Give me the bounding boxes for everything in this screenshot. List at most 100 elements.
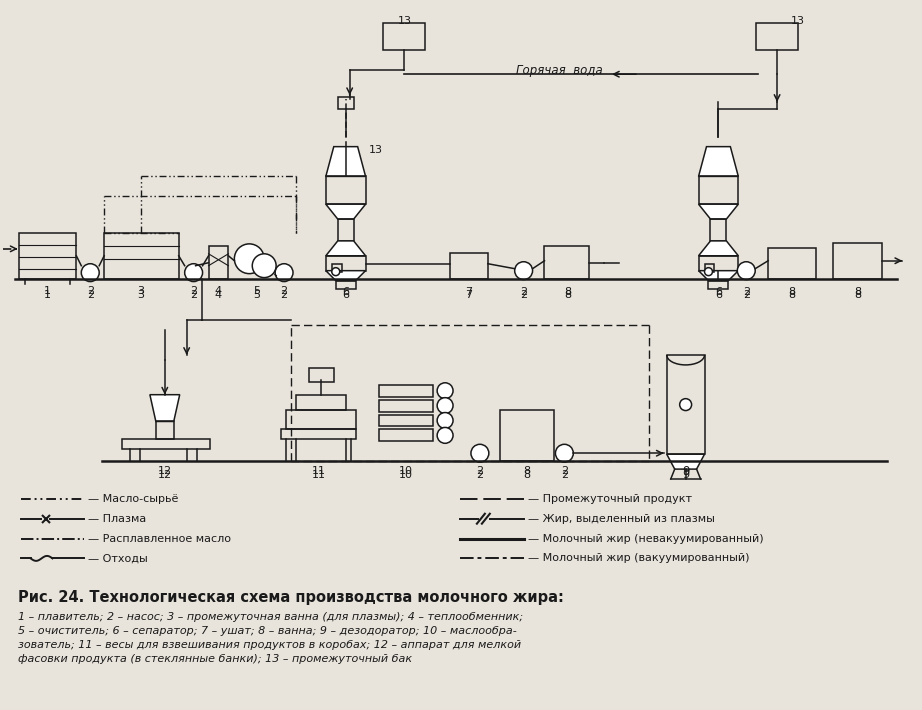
Bar	[768, 248, 816, 278]
Circle shape	[437, 383, 453, 398]
Text: 2: 2	[87, 290, 94, 300]
Text: 1: 1	[44, 285, 51, 295]
Bar	[337, 97, 354, 109]
Text: 2: 2	[520, 287, 527, 297]
Bar	[337, 219, 354, 241]
Text: — Промежуточный продукт: — Промежуточный продукт	[527, 494, 692, 504]
Bar	[325, 176, 366, 204]
Text: 2: 2	[477, 470, 483, 480]
Circle shape	[471, 444, 489, 462]
Polygon shape	[699, 204, 739, 219]
Text: 1 – плавитель; 2 – насос; 3 – промежуточная ванна (для плазмы); 4 – теплообменни: 1 – плавитель; 2 – насос; 3 – промежуточ…	[18, 612, 523, 622]
Text: 4: 4	[215, 290, 222, 300]
Text: 5: 5	[253, 290, 260, 300]
Text: 6: 6	[715, 290, 722, 300]
Bar	[704, 263, 715, 272]
Text: 2: 2	[477, 466, 483, 476]
Bar	[379, 415, 433, 427]
Circle shape	[680, 398, 692, 410]
Text: 7: 7	[466, 287, 472, 297]
Bar	[18, 233, 77, 278]
Bar	[336, 280, 356, 288]
Polygon shape	[325, 241, 366, 256]
Polygon shape	[699, 147, 739, 176]
Text: 10: 10	[398, 466, 412, 476]
Text: 8: 8	[523, 466, 530, 476]
Text: 8: 8	[523, 470, 530, 480]
Text: 2: 2	[280, 290, 288, 300]
Text: 2: 2	[520, 290, 527, 300]
Text: — Молочный жир (вакуумированный): — Молочный жир (вакуумированный)	[527, 553, 749, 564]
Text: — Жир, выделенный из плазмы: — Жир, выделенный из плазмы	[527, 514, 715, 524]
Bar	[450, 253, 488, 278]
Circle shape	[234, 244, 265, 273]
Text: фасовки продукта (в стеклянные банки); 13 – промежуточный бак: фасовки продукта (в стеклянные банки); 1…	[18, 654, 412, 664]
Bar	[699, 256, 739, 271]
Bar	[379, 385, 433, 397]
Bar	[384, 23, 425, 50]
Polygon shape	[699, 241, 739, 256]
Text: 2: 2	[743, 290, 750, 300]
Text: 10: 10	[398, 470, 412, 480]
Polygon shape	[699, 271, 739, 280]
Polygon shape	[150, 395, 180, 422]
Bar	[667, 355, 704, 454]
Text: — Расплавленное масло: — Расплавленное масло	[89, 533, 231, 544]
Text: 2: 2	[190, 290, 197, 300]
Polygon shape	[325, 271, 366, 280]
Text: 5 – очиститель; 6 – сепаратор; 7 – ушат; 8 – ванна; 9 – дезодоратор; 10 – маслоо: 5 – очиститель; 6 – сепаратор; 7 – ушат;…	[18, 626, 516, 636]
Bar	[156, 422, 173, 439]
Bar	[325, 256, 366, 271]
Bar	[208, 246, 229, 278]
Bar	[699, 176, 739, 204]
Text: 6: 6	[342, 287, 349, 297]
Text: 7: 7	[466, 290, 472, 300]
Text: 9: 9	[682, 464, 690, 478]
Text: 11: 11	[312, 466, 325, 476]
Text: 2: 2	[280, 285, 288, 295]
Text: 4: 4	[215, 285, 222, 295]
Circle shape	[184, 263, 203, 282]
Text: 2: 2	[561, 470, 568, 480]
Circle shape	[514, 262, 533, 280]
Text: 9: 9	[682, 470, 690, 480]
Text: — Молочный жир (невакуумированный): — Молочный жир (невакуумированный)	[527, 533, 763, 544]
Circle shape	[555, 444, 573, 462]
Text: — Плазма: — Плазма	[89, 514, 147, 524]
Text: 13: 13	[397, 16, 411, 26]
Circle shape	[332, 268, 339, 275]
Text: Рис. 24. Технологическая схема производства молочного жира:: Рис. 24. Технологическая схема производс…	[18, 590, 563, 605]
Bar	[281, 430, 356, 439]
Text: 13: 13	[791, 16, 805, 26]
Polygon shape	[325, 204, 366, 219]
Text: — Отходы: — Отходы	[89, 553, 148, 564]
Bar	[286, 410, 356, 430]
Circle shape	[738, 262, 755, 280]
Bar	[332, 263, 342, 272]
Bar	[756, 23, 798, 50]
Text: 12: 12	[158, 470, 171, 480]
Bar	[104, 233, 179, 278]
Text: 12: 12	[158, 466, 171, 476]
Bar	[711, 219, 727, 241]
Circle shape	[275, 263, 293, 282]
Bar	[379, 430, 433, 442]
Circle shape	[437, 413, 453, 428]
Text: 2: 2	[190, 285, 197, 295]
Text: зователь; 11 – весы для взвешивания продуктов в коробах; 12 – аппарат для мелкой: зователь; 11 – весы для взвешивания прод…	[18, 640, 521, 650]
Text: Горячая  вода: Горячая вода	[516, 64, 603, 77]
Bar	[122, 439, 209, 449]
Text: 2: 2	[743, 287, 750, 297]
Text: 5: 5	[253, 285, 260, 295]
Text: 8: 8	[788, 287, 796, 297]
Text: 8: 8	[854, 287, 861, 297]
Text: 8: 8	[563, 287, 571, 297]
Text: 8: 8	[854, 290, 861, 300]
Bar	[545, 246, 589, 278]
Circle shape	[704, 268, 713, 275]
Text: 6: 6	[342, 290, 349, 300]
Circle shape	[437, 398, 453, 413]
Text: 11: 11	[312, 470, 325, 480]
Polygon shape	[325, 147, 366, 176]
Bar	[296, 395, 346, 410]
